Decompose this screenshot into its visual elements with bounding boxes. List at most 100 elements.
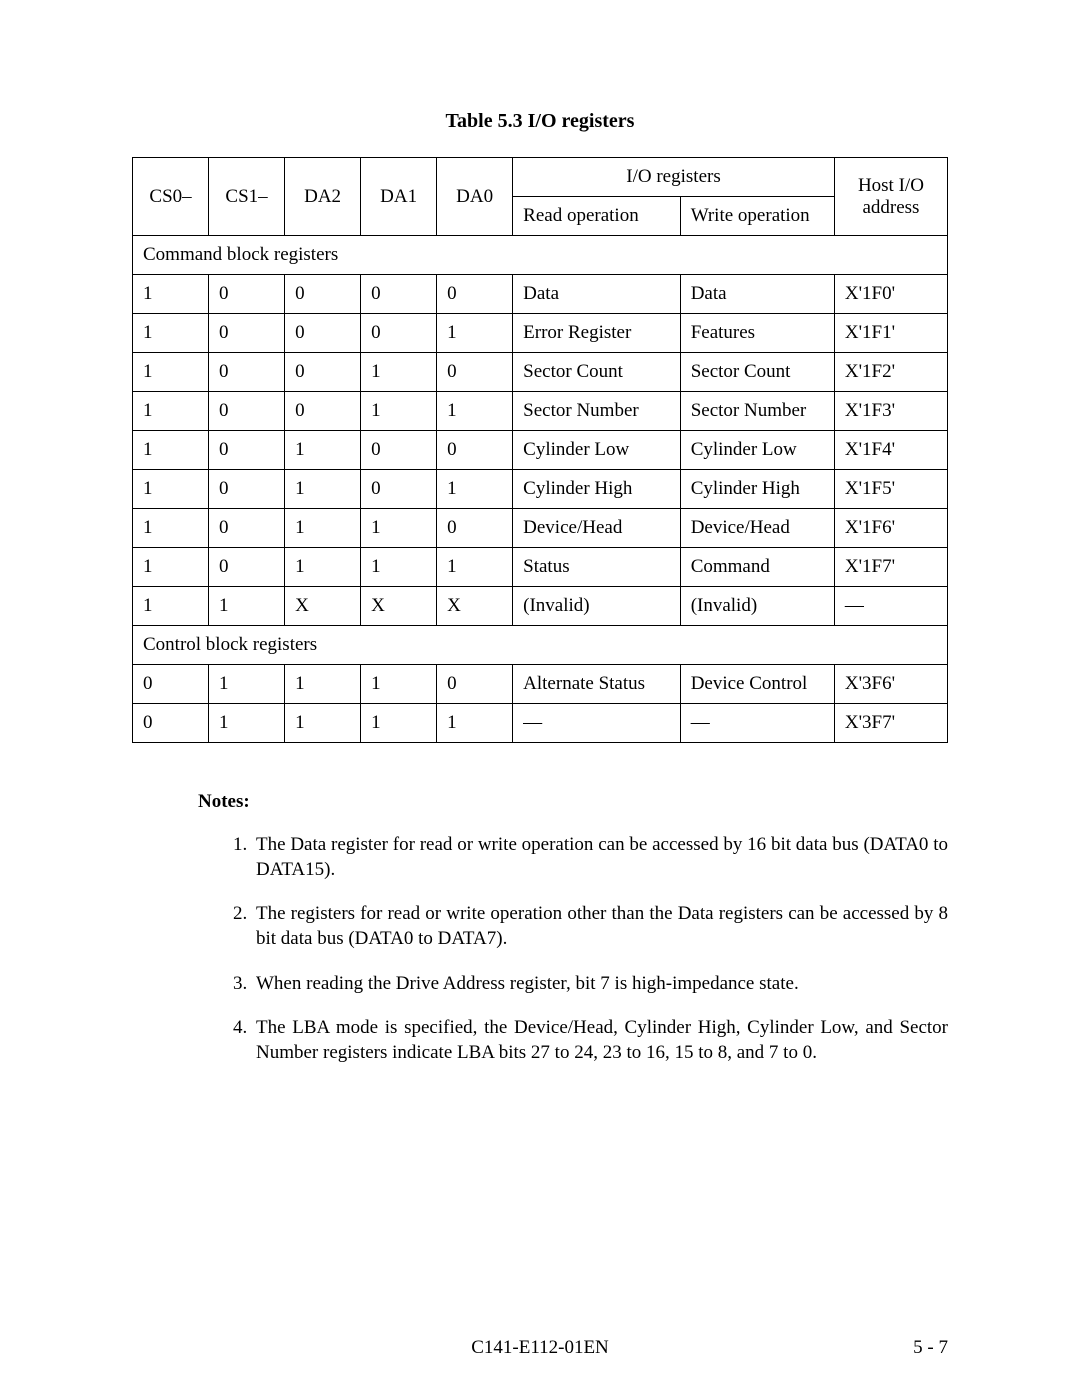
table-cell: 0 <box>361 275 437 314</box>
th-da0: DA0 <box>437 158 513 236</box>
footer-pagenum: 5 - 7 <box>913 1337 948 1359</box>
table-cell: 1 <box>285 665 361 704</box>
table-cell: Command <box>680 548 834 587</box>
table-cell: Sector Number <box>513 392 681 431</box>
table-cell: Cylinder Low <box>680 431 834 470</box>
table-cell: 1 <box>133 548 209 587</box>
table-cell: X'1F2' <box>834 353 947 392</box>
table-cell: 1 <box>209 704 285 743</box>
table-row: 10010Sector CountSector CountX'1F2' <box>133 353 948 392</box>
table-cell: 1 <box>361 509 437 548</box>
table-cell: 0 <box>285 275 361 314</box>
table-cell: 1 <box>361 353 437 392</box>
table-cell: 1 <box>361 392 437 431</box>
table-cell: X'1F3' <box>834 392 947 431</box>
table-cell: 1 <box>437 470 513 509</box>
th-host-io-bottom: address <box>862 197 919 218</box>
th-da1: DA1 <box>361 158 437 236</box>
table-cell: Alternate Status <box>513 665 681 704</box>
table-cell: Device Control <box>680 665 834 704</box>
table-cell: Data <box>680 275 834 314</box>
table-cell: 1 <box>285 704 361 743</box>
table-cell: 1 <box>437 314 513 353</box>
th-da2: DA2 <box>285 158 361 236</box>
table-cell: 1 <box>437 548 513 587</box>
table-cell: 1 <box>133 587 209 626</box>
table-cell: 1 <box>285 431 361 470</box>
table-row: 01110Alternate StatusDevice ControlX'3F6… <box>133 665 948 704</box>
table-row: 10000DataDataX'1F0' <box>133 275 948 314</box>
table-cell: 1 <box>285 548 361 587</box>
th-read-op: Read operation <box>513 197 681 236</box>
table-cell: Cylinder High <box>513 470 681 509</box>
th-write-op: Write operation <box>680 197 834 236</box>
table-cell: (Invalid) <box>680 587 834 626</box>
table-cell: 0 <box>437 353 513 392</box>
table-cell: — <box>834 587 947 626</box>
table-cell: 1 <box>133 392 209 431</box>
table-cell: (Invalid) <box>513 587 681 626</box>
table-cell: — <box>513 704 681 743</box>
table-cell: 0 <box>209 353 285 392</box>
table-cell: 1 <box>133 509 209 548</box>
table-row: 10111StatusCommandX'1F7' <box>133 548 948 587</box>
table-cell: 1 <box>209 665 285 704</box>
table-cell: 0 <box>437 275 513 314</box>
th-host-io: Host I/O address <box>834 158 947 236</box>
notes-list: The Data register for read or write oper… <box>198 833 948 1066</box>
footer-docnum: C141-E112-01EN <box>132 1337 948 1359</box>
table-cell: 0 <box>361 470 437 509</box>
table-cell: 0 <box>209 431 285 470</box>
table-cell: 0 <box>285 353 361 392</box>
table-cell: 1 <box>133 431 209 470</box>
table-cell: X <box>437 587 513 626</box>
table-cell: 1 <box>361 704 437 743</box>
table-cell: Error Register <box>513 314 681 353</box>
table-cell: 1 <box>437 704 513 743</box>
table-cell: 1 <box>285 470 361 509</box>
table-row: 10011Sector NumberSector NumberX'1F3' <box>133 392 948 431</box>
table-cell: Status <box>513 548 681 587</box>
table-title: Table 5.3 I/O registers <box>132 110 948 133</box>
table-cell: 1 <box>361 665 437 704</box>
table-cell: X'1F0' <box>834 275 947 314</box>
table-cell: 0 <box>133 665 209 704</box>
table-cell: Device/Head <box>680 509 834 548</box>
table-row: 10100Cylinder LowCylinder LowX'1F4' <box>133 431 948 470</box>
notes-item: The registers for read or write operatio… <box>252 902 948 951</box>
table-cell: 0 <box>361 431 437 470</box>
notes-item: When reading the Drive Address register,… <box>252 972 948 997</box>
table-cell: 0 <box>361 314 437 353</box>
table-cell: X'1F4' <box>834 431 947 470</box>
table-cell: 0 <box>209 470 285 509</box>
table-cell: 0 <box>285 314 361 353</box>
table-row: 10101Cylinder HighCylinder HighX'1F5' <box>133 470 948 509</box>
section-command-block: Command block registers <box>133 236 948 275</box>
table-cell: Data <box>513 275 681 314</box>
table-cell: X'1F6' <box>834 509 947 548</box>
table-cell: 0 <box>437 665 513 704</box>
notes-heading: Notes: <box>198 791 948 813</box>
table-cell: 0 <box>209 548 285 587</box>
table-row: 10110Device/HeadDevice/HeadX'1F6' <box>133 509 948 548</box>
table-cell: 0 <box>209 314 285 353</box>
table-cell: X'3F6' <box>834 665 947 704</box>
table-cell: 1 <box>133 470 209 509</box>
io-registers-table: CS0– CS1– DA2 DA1 DA0 I/O registers Host… <box>132 157 948 743</box>
table-cell: Features <box>680 314 834 353</box>
table-cell: 0 <box>437 431 513 470</box>
table-cell: X'1F1' <box>834 314 947 353</box>
table-cell: 0 <box>133 704 209 743</box>
table-cell: 0 <box>285 392 361 431</box>
table-cell: 0 <box>209 509 285 548</box>
table-cell: Sector Number <box>680 392 834 431</box>
th-cs1: CS1– <box>209 158 285 236</box>
table-cell: Device/Head <box>513 509 681 548</box>
table-cell: 0 <box>437 509 513 548</box>
table-cell: X'1F7' <box>834 548 947 587</box>
table-cell: 1 <box>437 392 513 431</box>
table-cell: Sector Count <box>680 353 834 392</box>
table-cell: X <box>361 587 437 626</box>
table-cell: X'3F7' <box>834 704 947 743</box>
table-cell: Sector Count <box>513 353 681 392</box>
